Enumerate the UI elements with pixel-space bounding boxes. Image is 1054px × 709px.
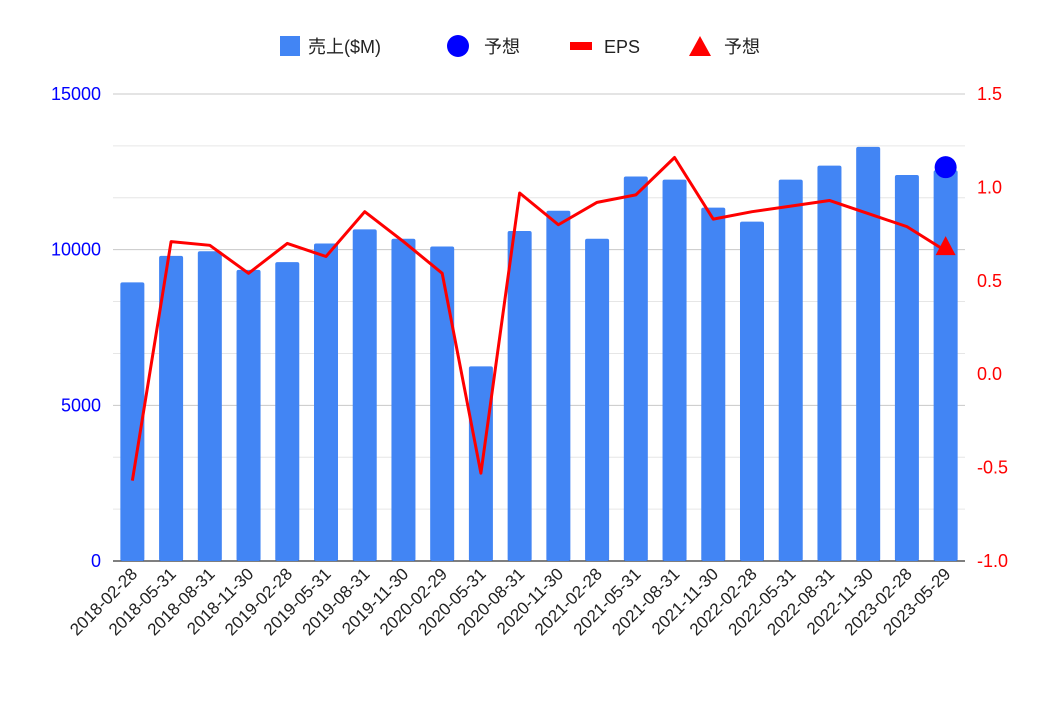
left-axis-tick-label: 0 (91, 551, 101, 571)
left-axis-tick-label: 5000 (61, 395, 101, 415)
legend-swatch-forecast-triangle (689, 36, 711, 56)
left-axis: 0 5000 10000 15000 (51, 84, 101, 571)
legend-swatch-forecast-circle (447, 35, 469, 57)
right-axis: -1.0 -0.5 0.0 0.5 1.0 1.5 (977, 84, 1008, 571)
revenue-bar (934, 170, 958, 561)
revenue-bar (198, 251, 222, 561)
x-axis: 2018-02-282018-05-312018-08-312018-11-30… (66, 564, 954, 639)
right-axis-tick-label: -1.0 (977, 551, 1008, 571)
legend-item-revenue: 売上($M) (280, 36, 381, 57)
left-axis-tick-label: 15000 (51, 84, 101, 104)
legend-swatch-eps (570, 42, 592, 50)
revenue-bar (624, 177, 648, 561)
revenue-bar (508, 231, 532, 561)
revenue-bar (779, 180, 803, 561)
right-axis-tick-label: -0.5 (977, 458, 1008, 478)
revenue-bar (856, 147, 880, 561)
right-axis-tick-label: 0.5 (977, 271, 1002, 291)
revenue-bar (546, 211, 570, 561)
revenue-bar (391, 239, 415, 561)
legend-item-eps: EPS (570, 37, 640, 57)
right-axis-tick-label: 0.0 (977, 364, 1002, 384)
revenue-bar (585, 239, 609, 561)
right-axis-tick-label: 1.0 (977, 177, 1002, 197)
legend-label-forecast-eps: 予想 (724, 37, 760, 57)
revenue-bar (701, 208, 725, 561)
legend-label-eps: EPS (604, 37, 640, 57)
revenue-bar (275, 262, 299, 561)
revenue-bar (237, 270, 261, 561)
revenue-bar (740, 222, 764, 561)
revenue-bar (314, 243, 338, 561)
right-axis-tick-label: 1.5 (977, 84, 1002, 104)
legend: 売上($M) 予想 EPS 予想 (280, 35, 760, 57)
legend-label-forecast-revenue: 予想 (484, 37, 520, 57)
legend-label-revenue: 売上($M) (308, 37, 381, 57)
forecast-revenue-marker (935, 156, 957, 178)
left-axis-tick-label: 10000 (51, 240, 101, 260)
legend-item-forecast-revenue: 予想 (447, 35, 520, 57)
revenue-bar (430, 247, 454, 561)
revenue-bar (817, 166, 841, 561)
legend-swatch-revenue (280, 36, 300, 56)
revenue-bar (353, 229, 377, 561)
legend-item-forecast-eps: 予想 (689, 36, 760, 57)
revenue-bar (663, 180, 687, 561)
